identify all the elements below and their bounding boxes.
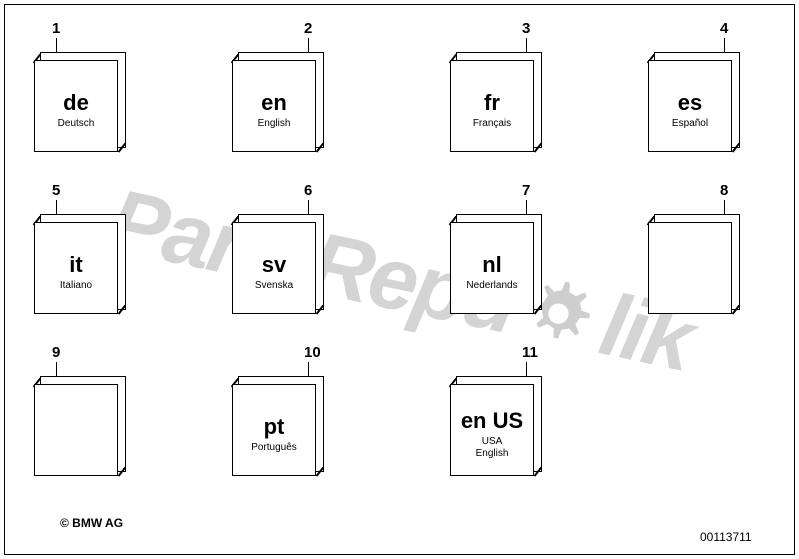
- item-number: 8: [720, 182, 728, 199]
- language-name: Svenska: [255, 280, 293, 292]
- booklet-front: de Deutsch: [34, 60, 118, 152]
- booklet-shape: en US USAEnglish: [450, 376, 540, 476]
- language-name: Italiano: [60, 280, 92, 292]
- booklet-front: sv Svenska: [232, 222, 316, 314]
- booklet-front: fr Français: [450, 60, 534, 152]
- language-name: Français: [473, 118, 511, 130]
- item-number: 3: [522, 20, 530, 37]
- item-number: 5: [52, 182, 60, 199]
- item-number: 10: [304, 344, 321, 361]
- booklet-front: pt Português: [232, 384, 316, 476]
- booklet-shape: de Deutsch: [34, 52, 124, 152]
- item-number: 9: [52, 344, 60, 361]
- language-name: Português: [251, 442, 297, 454]
- booklet-shape: pt Português: [232, 376, 322, 476]
- language-code: pt: [264, 416, 285, 438]
- leader-line: [526, 38, 527, 52]
- item-number: 1: [52, 20, 60, 37]
- booklet-shape: sv Svenska: [232, 214, 322, 314]
- item-number: 6: [304, 182, 312, 199]
- leader-line: [526, 362, 527, 376]
- item-number: 7: [522, 182, 530, 199]
- booklet-shape: en English: [232, 52, 322, 152]
- item-number: 4: [720, 20, 728, 37]
- booklet-front: es Español: [648, 60, 732, 152]
- booklet-shape: [648, 214, 738, 314]
- booklet-shape: nl Nederlands: [450, 214, 540, 314]
- language-code: de: [63, 92, 89, 114]
- booklet-shape: es Español: [648, 52, 738, 152]
- leader-line: [308, 38, 309, 52]
- language-code: en: [261, 92, 287, 114]
- booklet-front: [34, 384, 118, 476]
- language-name: USAEnglish: [476, 436, 509, 460]
- booklet-front: [648, 222, 732, 314]
- booklet-front: en English: [232, 60, 316, 152]
- language-code: it: [69, 254, 82, 276]
- leader-line: [308, 200, 309, 214]
- booklet-shape: it Italiano: [34, 214, 124, 314]
- language-code: fr: [484, 92, 500, 114]
- document-number: 00113711: [700, 530, 752, 544]
- language-code: es: [678, 92, 702, 114]
- leader-line: [308, 362, 309, 376]
- leader-line: [56, 362, 57, 376]
- item-number: 2: [304, 20, 312, 37]
- leader-line: [724, 200, 725, 214]
- leader-line: [56, 38, 57, 52]
- booklet-front: it Italiano: [34, 222, 118, 314]
- language-code: en US: [461, 410, 523, 432]
- language-code: nl: [482, 254, 502, 276]
- language-name: Deutsch: [58, 118, 95, 130]
- leader-line: [724, 38, 725, 52]
- leader-line: [56, 200, 57, 214]
- leader-line: [526, 200, 527, 214]
- language-name: Español: [672, 118, 708, 130]
- booklet-front: en US USAEnglish: [450, 384, 534, 476]
- language-name: Nederlands: [466, 280, 517, 292]
- booklet-front: nl Nederlands: [450, 222, 534, 314]
- item-number: 11: [522, 344, 538, 361]
- language-name: English: [258, 118, 291, 130]
- booklet-shape: fr Français: [450, 52, 540, 152]
- copyright-text: © BMW AG: [60, 516, 123, 530]
- booklet-shape: [34, 376, 124, 476]
- language-code: sv: [262, 254, 286, 276]
